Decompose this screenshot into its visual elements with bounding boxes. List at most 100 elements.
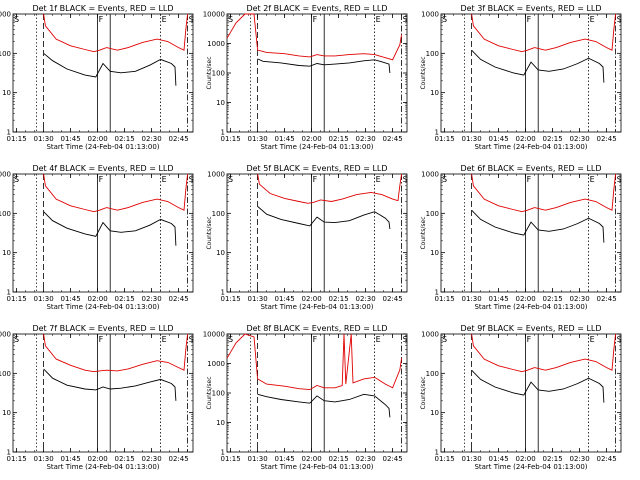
y-tick-label: 100	[212, 390, 225, 398]
x-tick-label: 01:15	[221, 455, 241, 463]
y-axis-label: Counts/sec	[420, 376, 427, 409]
x-tick-label: 02:30	[570, 135, 590, 143]
x-tick-label: 02:00	[516, 135, 536, 143]
events-series-line	[43, 52, 177, 86]
x-tick-label: 01:30	[462, 455, 482, 463]
x-axis-label: Start Time (24-Feb-04 01:13:00)	[46, 143, 159, 151]
lld-series-line	[43, 13, 189, 53]
lld-series-line	[471, 173, 617, 213]
y-tick-label: 10	[216, 249, 225, 257]
x-tick-label: 02:45	[383, 135, 403, 143]
x-axis-label: Start Time (24-Feb-04 01:13:00)	[474, 463, 587, 471]
plot-frame	[12, 173, 194, 293]
marker-label: F	[99, 335, 104, 344]
panel-title: Det 3f BLACK = Events, RED = LLD	[460, 4, 601, 13]
x-tick-label: 01:45	[489, 295, 509, 303]
marker-label: S	[403, 175, 408, 184]
events-series-line	[471, 369, 605, 403]
marker-label: F	[527, 175, 532, 184]
marker-label: S	[617, 15, 622, 24]
y-tick-label: 100	[212, 70, 225, 78]
panel-title: Det 1f BLACK = Events, RED = LLD	[32, 4, 173, 13]
y-tick-label: 1000	[0, 11, 11, 19]
events-series-line	[43, 368, 177, 401]
plot-frame	[226, 333, 408, 453]
marker-label: S	[189, 175, 194, 184]
x-tick-label: 01:30	[34, 135, 54, 143]
plot-frame	[12, 333, 194, 453]
x-tick-label: 01:30	[462, 295, 482, 303]
y-tick-label: 1	[435, 449, 439, 457]
x-tick-label: 02:30	[142, 295, 162, 303]
marker-label: E	[590, 15, 595, 24]
marker-label: E	[162, 335, 167, 344]
x-tick-label: 01:30	[248, 135, 268, 143]
events-series-line	[257, 58, 391, 74]
x-tick-label: 01:45	[61, 455, 81, 463]
x-tick-label: 02:45	[169, 455, 189, 463]
x-tick-label: 01:45	[489, 455, 509, 463]
marker-label: S	[228, 175, 233, 184]
y-tick-label: 10	[430, 409, 439, 417]
x-tick-label: 02:00	[302, 135, 322, 143]
x-tick-label: 02:15	[329, 455, 349, 463]
x-tick-label: 02:45	[383, 455, 403, 463]
x-tick-label: 02:30	[570, 295, 590, 303]
x-tick-label: 02:30	[356, 295, 376, 303]
panel-title: Det 2f BLACK = Events, RED = LLD	[246, 4, 387, 13]
x-tick-label: 02:30	[142, 135, 162, 143]
y-tick-label: 1000	[0, 331, 11, 339]
x-tick-label: 01:15	[435, 135, 455, 143]
x-tick-label: 02:45	[597, 295, 617, 303]
lld-series-line	[43, 173, 189, 213]
marker-label: S	[442, 175, 447, 184]
marker-label: E	[376, 175, 381, 184]
marker-label: S	[14, 175, 19, 184]
marker-label: E	[590, 175, 595, 184]
marker-label: S	[228, 15, 233, 24]
y-tick-label: 1	[7, 449, 11, 457]
marker-label: S	[14, 15, 19, 24]
y-tick-label: 100	[212, 210, 225, 218]
events-series-line	[257, 393, 391, 418]
panel-title: Det 5f BLACK = Events, RED = LLD	[246, 164, 387, 173]
marker-label: F	[313, 175, 318, 184]
events-series-line	[43, 211, 177, 246]
x-tick-label: 01:45	[61, 295, 81, 303]
x-tick-label: 02:00	[302, 295, 322, 303]
marker-label: S	[403, 15, 408, 24]
x-tick-label: 02:45	[169, 135, 189, 143]
marker-label: E	[376, 335, 381, 344]
y-tick-label: 100	[426, 210, 439, 218]
x-tick-label: 02:00	[302, 455, 322, 463]
y-tick-label: 1	[7, 129, 11, 137]
y-axis-label: Counts/sec	[420, 216, 427, 249]
x-tick-label: 02:00	[88, 455, 108, 463]
lld-series-line	[257, 173, 403, 204]
y-tick-label: 10	[2, 249, 11, 257]
marker-label: S	[14, 335, 19, 344]
x-tick-label: 02:15	[329, 295, 349, 303]
x-tick-label: 01:45	[275, 135, 295, 143]
x-tick-label: 02:00	[516, 295, 536, 303]
marker-label: S	[617, 335, 622, 344]
plot-frame	[226, 13, 408, 133]
panel-title: Det 4f BLACK = Events, RED = LLD	[32, 164, 173, 173]
marker-label: S	[442, 335, 447, 344]
panel-title: Det 8f BLACK = Events, RED = LLD	[246, 324, 387, 333]
x-tick-label: 01:30	[462, 135, 482, 143]
events-series-line	[471, 49, 605, 83]
marker-label: S	[228, 335, 233, 344]
x-tick-label: 01:30	[34, 295, 54, 303]
x-tick-label: 02:15	[543, 455, 563, 463]
lld-series-line	[471, 13, 617, 53]
y-tick-label: 1	[221, 449, 225, 457]
marker-label: S	[189, 335, 194, 344]
x-tick-label: 01:30	[34, 455, 54, 463]
x-tick-label: 01:15	[435, 295, 455, 303]
y-tick-label: 10	[2, 89, 11, 97]
marker-label: F	[99, 175, 104, 184]
y-tick-label: 10	[430, 89, 439, 97]
panel-9: Det 9f BLACK = Events, RED = LLD Counts/s…	[420, 324, 622, 471]
